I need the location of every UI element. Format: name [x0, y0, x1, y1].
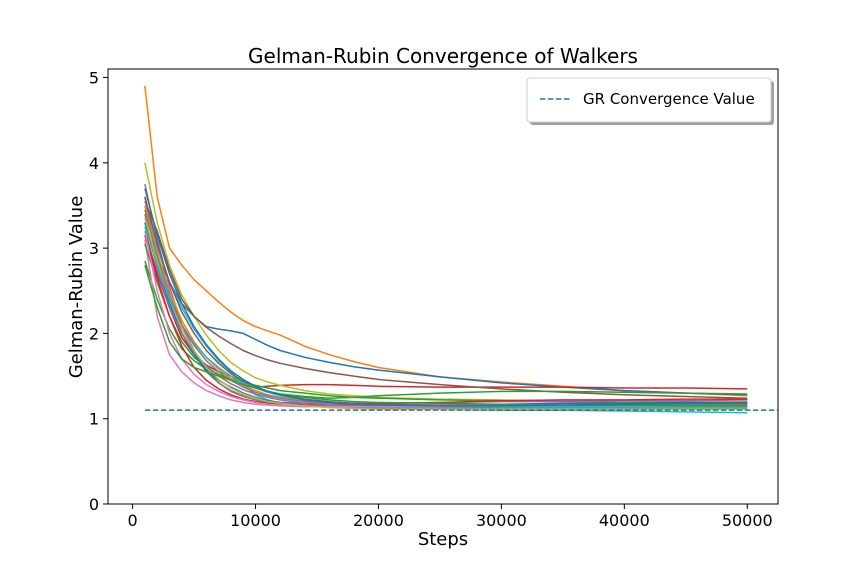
legend: GR Convergence Value [527, 78, 774, 125]
y-tick-label: 2 [89, 324, 99, 343]
y-tick-label: 5 [89, 69, 99, 88]
y-axis-title: Gelman-Rubin Value [66, 196, 87, 379]
x-tick-label: 0 [127, 511, 137, 530]
x-tick-label: 30000 [476, 511, 527, 530]
y-tick-label: 3 [89, 239, 99, 258]
x-tick-label: 10000 [230, 511, 281, 530]
y-tick-label: 1 [89, 410, 99, 429]
chart-title: Gelman-Rubin Convergence of Walkers [248, 44, 638, 68]
x-tick-label: 40000 [599, 511, 650, 530]
y-tick-label: 0 [89, 495, 99, 514]
y-tick-label: 4 [89, 154, 99, 173]
x-axis-title: Steps [418, 529, 468, 550]
x-tick-label: 50000 [722, 511, 773, 530]
x-tick-label: 20000 [353, 511, 404, 530]
legend-label: GR Convergence Value [583, 90, 755, 108]
